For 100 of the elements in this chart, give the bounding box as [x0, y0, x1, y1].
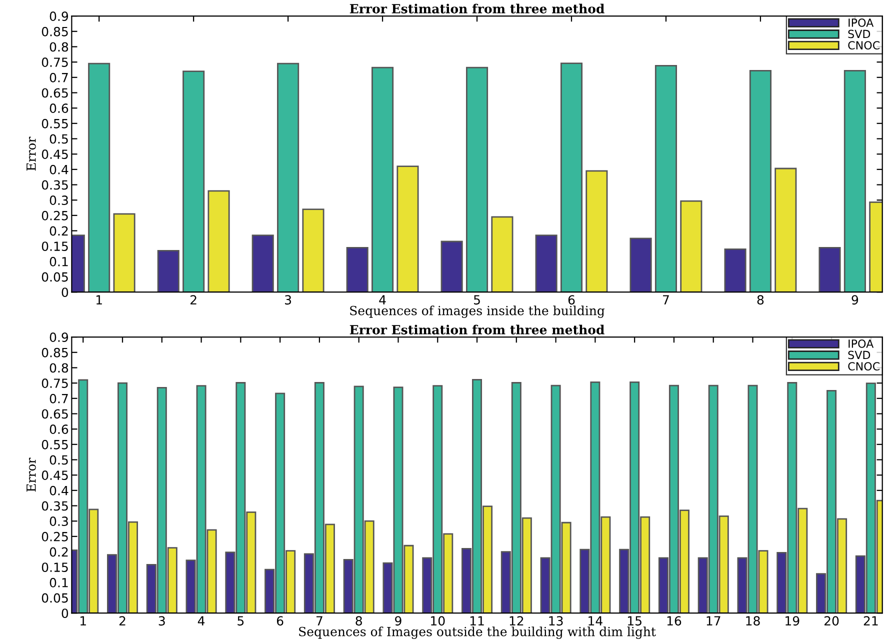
y-tick-label: 0.85 — [42, 348, 68, 358]
y-tick-label: 0.35 — [42, 501, 68, 511]
legend-label: SVD — [848, 350, 870, 360]
x-tick-label: 7 — [316, 616, 322, 626]
chart-title: Error Estimation from three method — [350, 4, 604, 14]
legend-label: SVD — [848, 30, 870, 38]
bar — [491, 216, 514, 292]
legend-label: CNOC — [848, 41, 880, 50]
x-tick-label: 7 — [663, 295, 669, 304]
x-tick-label: 5 — [474, 295, 480, 305]
x-tick-label: 3 — [285, 295, 292, 305]
bar — [302, 208, 324, 292]
y-tick-label: 0.3 — [50, 516, 68, 526]
x-axis-title: Sequences of Images outside the building with dim light — [299, 626, 656, 639]
y-tick-label: 0.2 — [50, 226, 68, 236]
x-tick-label: 10 — [431, 616, 445, 626]
y-tick-label: 0.4 — [50, 486, 68, 496]
x-tick-label: 17 — [706, 616, 720, 626]
x-tick-label: 1 — [96, 295, 102, 304]
y-tick-label: 0.3 — [50, 196, 68, 206]
y-tick-label: 0.75 — [42, 58, 68, 67]
y-tick-label: 0.45 — [42, 150, 68, 160]
y-tick-label: 0.45 — [42, 470, 68, 480]
x-tick-label: 4 — [379, 295, 386, 304]
x-tick-label: 1 — [80, 616, 86, 626]
bar — [749, 70, 772, 292]
y-axis-title: Error — [26, 136, 36, 171]
y-tick-label: 0.4 — [50, 164, 68, 174]
y-tick-label: 0.9 — [50, 12, 68, 21]
bar — [440, 240, 463, 292]
bar — [535, 234, 558, 292]
x-tick-label: 21 — [864, 616, 878, 626]
x-axis-title: Sequences of images inside the building — [350, 306, 605, 318]
x-tick-label: 5 — [238, 616, 244, 626]
bar — [818, 246, 841, 292]
y-tick-label: 0.25 — [42, 532, 68, 542]
y-axis-title: Error — [26, 458, 36, 492]
x-tick-label: 20 — [824, 616, 839, 626]
x-tick-label: 2 — [119, 616, 126, 626]
y-tick-label: 0.65 — [42, 88, 68, 98]
y-tick-label: 0.75 — [42, 378, 68, 388]
y-tick-label: 0.55 — [42, 440, 68, 450]
x-tick-label: 2 — [190, 295, 196, 304]
y-tick-label: 0.15 — [42, 562, 68, 572]
y-tick-label: 0.7 — [50, 394, 68, 404]
y-tick-label: 0.1 — [50, 578, 68, 588]
x-tick-label: 8 — [356, 616, 362, 626]
y-tick-label: 0.8 — [50, 363, 68, 373]
x-tick-label: 4 — [198, 616, 205, 626]
y-tick-label: 0.65 — [42, 409, 68, 419]
x-tick-label: 3 — [158, 616, 165, 626]
chart-title: Error Estimation from three method — [350, 324, 604, 334]
x-tick-label: 6 — [276, 616, 284, 626]
legend-label: CNOC — [848, 362, 880, 370]
bar — [113, 213, 136, 292]
legend-label: IPOA — [848, 18, 874, 27]
y-tick-label: 0.05 — [42, 272, 68, 282]
bar — [346, 246, 368, 292]
y-tick-label: 0 — [62, 288, 68, 298]
x-tick-label: 14 — [588, 616, 602, 626]
y-tick-label: 0 — [62, 608, 68, 618]
bar — [466, 66, 488, 292]
y-tick-label: 0.05 — [42, 593, 68, 603]
bar — [774, 168, 797, 292]
x-tick-label: 9 — [852, 295, 858, 305]
y-tick-label: 0.25 — [42, 210, 68, 220]
bar — [680, 200, 702, 292]
x-tick-label: 6 — [568, 295, 575, 305]
y-tick-label: 0.5 — [50, 134, 68, 144]
bar — [157, 250, 180, 292]
bar — [252, 234, 274, 292]
x-tick-label: 11 — [470, 616, 484, 626]
y-tick-label: 0.7 — [50, 72, 68, 82]
bar — [560, 62, 583, 292]
y-tick-label: 0.6 — [50, 104, 68, 113]
x-tick-label: 13 — [549, 616, 563, 626]
bar — [586, 170, 608, 292]
x-tick-label: 18 — [746, 616, 760, 626]
bar — [277, 62, 300, 292]
x-tick-label: 12 — [510, 616, 524, 626]
x-tick-label: 9 — [395, 616, 402, 626]
y-tick-label: 0.55 — [42, 118, 68, 128]
y-tick-label: 0.9 — [50, 332, 68, 342]
y-tick-label: 0.1 — [50, 256, 68, 266]
bar — [208, 190, 230, 292]
legend-label: IPOA — [848, 339, 874, 348]
bar — [724, 248, 746, 292]
y-tick-label: 0.35 — [42, 180, 68, 190]
x-tick-label: 16 — [667, 616, 682, 626]
bar — [396, 166, 419, 292]
bar — [844, 70, 866, 292]
bar — [630, 238, 652, 292]
y-tick-label: 0.6 — [50, 424, 68, 434]
y-tick-label: 0.15 — [42, 242, 68, 252]
x-tick-label: 15 — [628, 616, 642, 626]
bar — [372, 66, 394, 292]
bar — [654, 65, 678, 292]
x-tick-label: 8 — [757, 295, 764, 305]
y-tick-label: 0.5 — [50, 455, 68, 465]
y-tick-label: 0.85 — [42, 26, 68, 36]
